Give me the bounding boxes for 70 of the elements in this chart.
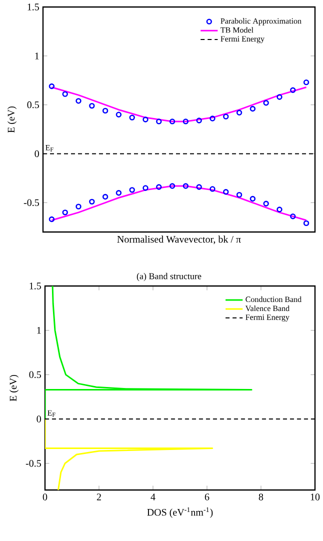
legend-label: Conduction Band bbox=[246, 296, 302, 302]
point bbox=[263, 200, 269, 206]
point bbox=[62, 91, 68, 97]
point bbox=[236, 192, 242, 198]
y-axis-title: E (eV) bbox=[9, 374, 18, 402]
point bbox=[209, 186, 216, 192]
point bbox=[76, 204, 82, 210]
point bbox=[116, 190, 122, 196]
point bbox=[250, 106, 256, 112]
point bbox=[156, 184, 162, 190]
x-tick-label: 2 bbox=[96, 494, 101, 500]
legend-label: Parabolic Approximation bbox=[220, 18, 302, 26]
legend-label: Valence Band bbox=[245, 305, 290, 312]
point bbox=[142, 116, 148, 122]
point bbox=[142, 185, 148, 191]
line-series bbox=[44, 418, 213, 490]
annotation: E$_{F}$ bbox=[47, 410, 56, 417]
x-tick-label: 0 bbox=[42, 494, 47, 500]
legend-label: Fermi Energy bbox=[245, 314, 290, 322]
y-tick-label: 0.5 bbox=[29, 371, 41, 378]
text: (a) Band structure bbox=[136, 272, 202, 282]
point bbox=[62, 210, 68, 216]
point bbox=[156, 118, 162, 124]
x-tick-label: 4 bbox=[150, 494, 156, 500]
point bbox=[76, 98, 82, 104]
legend-label: Fermi Energy bbox=[220, 36, 264, 44]
point bbox=[276, 94, 282, 100]
point bbox=[169, 118, 175, 124]
x-tick-label: 10 bbox=[310, 494, 320, 500]
y-tick-label: 0 bbox=[34, 150, 39, 158]
point bbox=[263, 100, 269, 106]
x-tick-label: 8 bbox=[258, 494, 263, 500]
y-tick-label: 1 bbox=[37, 327, 41, 334]
point bbox=[290, 213, 296, 220]
point bbox=[129, 187, 135, 193]
point bbox=[182, 118, 188, 124]
point bbox=[48, 83, 54, 90]
point bbox=[129, 114, 135, 120]
y-tick-label: 1.5 bbox=[30, 282, 41, 290]
y-tick-label: -0.5 bbox=[24, 199, 39, 206]
y-tick-label: 1.5 bbox=[28, 4, 39, 10]
point bbox=[48, 216, 54, 222]
point bbox=[102, 108, 108, 114]
point bbox=[209, 116, 216, 122]
point bbox=[88, 102, 95, 109]
point bbox=[290, 87, 296, 94]
y-axis-title: E (eV) bbox=[7, 106, 16, 133]
legend-label: TB Model bbox=[220, 27, 254, 33]
point bbox=[250, 196, 256, 202]
point bbox=[276, 206, 282, 212]
point bbox=[222, 189, 229, 195]
x-axis-title: Normalised Wavevector, bk / π bbox=[117, 236, 241, 244]
annotation: E$_{F}$ bbox=[45, 145, 54, 152]
point bbox=[182, 183, 188, 189]
point bbox=[303, 79, 309, 86]
point bbox=[303, 220, 309, 226]
x-axis-title: DOS (eV$^{-1}$nm$^{-1}$) bbox=[146, 507, 213, 518]
y-tick-label: 0.5 bbox=[27, 101, 39, 108]
point bbox=[196, 184, 202, 190]
point bbox=[88, 198, 95, 205]
y-tick-label: 1 bbox=[35, 52, 39, 60]
point bbox=[116, 112, 122, 118]
point bbox=[102, 194, 108, 200]
point bbox=[196, 118, 202, 124]
point bbox=[169, 183, 175, 189]
y-tick-label: 0 bbox=[36, 416, 41, 422]
x-tick-label: 6 bbox=[204, 494, 210, 500]
point bbox=[236, 110, 242, 116]
y-tick-label: -0.5 bbox=[26, 460, 41, 467]
point bbox=[222, 114, 229, 120]
